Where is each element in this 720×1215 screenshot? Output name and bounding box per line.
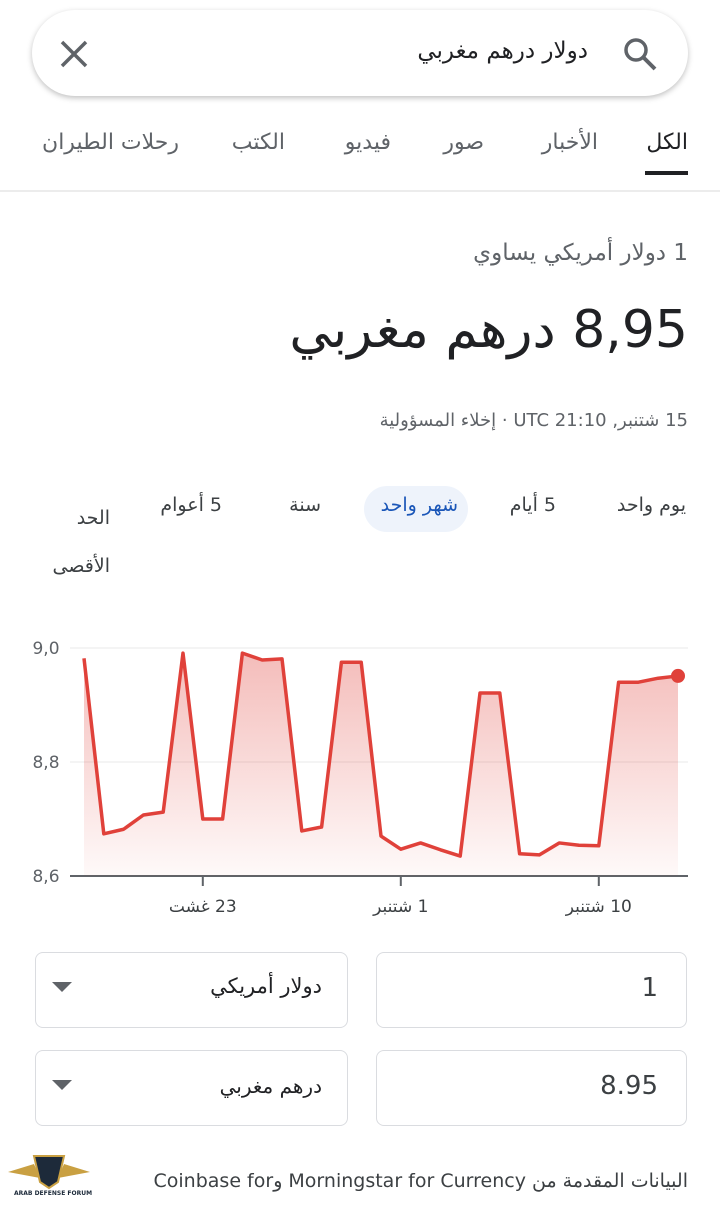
from-currency: دولار أمريكي [210, 974, 322, 998]
separator: · [501, 410, 508, 431]
from-amount: 1 [641, 973, 658, 1003]
range-button[interactable]: الحد الأقصى [52, 507, 110, 577]
range-button[interactable]: شهر واحد [380, 494, 458, 516]
watermark-text: ARAB DEFENSE FORUM [14, 1190, 93, 1197]
tab[interactable]: الكل [646, 130, 688, 155]
y-tick-label: 9,0 [32, 639, 59, 659]
to-amount: 8.95 [600, 1071, 658, 1101]
to-currency: درهم مغربي [219, 1074, 322, 1098]
time: 15 شتنبر, UTC 21:10 [513, 410, 688, 431]
currency-select[interactable] [35, 1050, 348, 1126]
tab[interactable]: الأخبار [541, 130, 598, 155]
rate-time: 15 شتنبر, UTC 21:10 · إخلاء المسؤولية [380, 410, 688, 431]
search-query: دولار درهم مغربي [417, 38, 588, 64]
rate-value: 8,95 درهم مغربي [289, 300, 688, 360]
y-tick-label: 8,8 [32, 753, 59, 773]
tab[interactable]: الكتب [231, 130, 285, 155]
area [84, 653, 678, 876]
chart: 8,6 8,8 9,0 23 غشت 1 شتنبر 10 شتنبر [32, 639, 688, 917]
last-point [671, 668, 685, 683]
divider [0, 190, 720, 192]
dropdown-arrow [52, 1080, 72, 1090]
dropdown-arrow [52, 982, 72, 992]
data-source: البيانات المقدمة من Morningstar for Curr… [153, 1170, 688, 1192]
tab[interactable]: رحلات الطيران [42, 130, 179, 155]
rate-intro: 1 دولار أمريكي يساوي [473, 240, 688, 266]
x-tick-label: 10 شتنبر [565, 897, 632, 917]
amount-input[interactable] [376, 1050, 687, 1126]
watermark-logo [8, 1155, 90, 1190]
currency-select[interactable] [35, 952, 348, 1028]
range-selected-bg [364, 486, 468, 532]
clear-icon[interactable] [56, 36, 92, 72]
tab-underline [645, 171, 688, 175]
x-tick-label: 23 غشت [169, 897, 237, 917]
tab[interactable]: فيديو [344, 130, 391, 155]
y-tick-label: 8,6 [32, 867, 59, 887]
amount-input[interactable] [376, 952, 687, 1028]
x-tick-label: 1 شتنبر [372, 897, 428, 917]
search-bar[interactable] [32, 10, 688, 96]
disclaimer[interactable]: إخلاء المسؤولية [379, 410, 497, 431]
tab[interactable]: صور [443, 130, 484, 155]
range-button[interactable]: 5 أيام [509, 494, 556, 516]
range-button[interactable]: 5 أعوام [160, 494, 222, 516]
range-button[interactable]: يوم واحد [616, 494, 686, 516]
search-icon[interactable] [620, 34, 660, 74]
range-button[interactable]: سنة [289, 494, 321, 516]
line [82, 651, 679, 858]
